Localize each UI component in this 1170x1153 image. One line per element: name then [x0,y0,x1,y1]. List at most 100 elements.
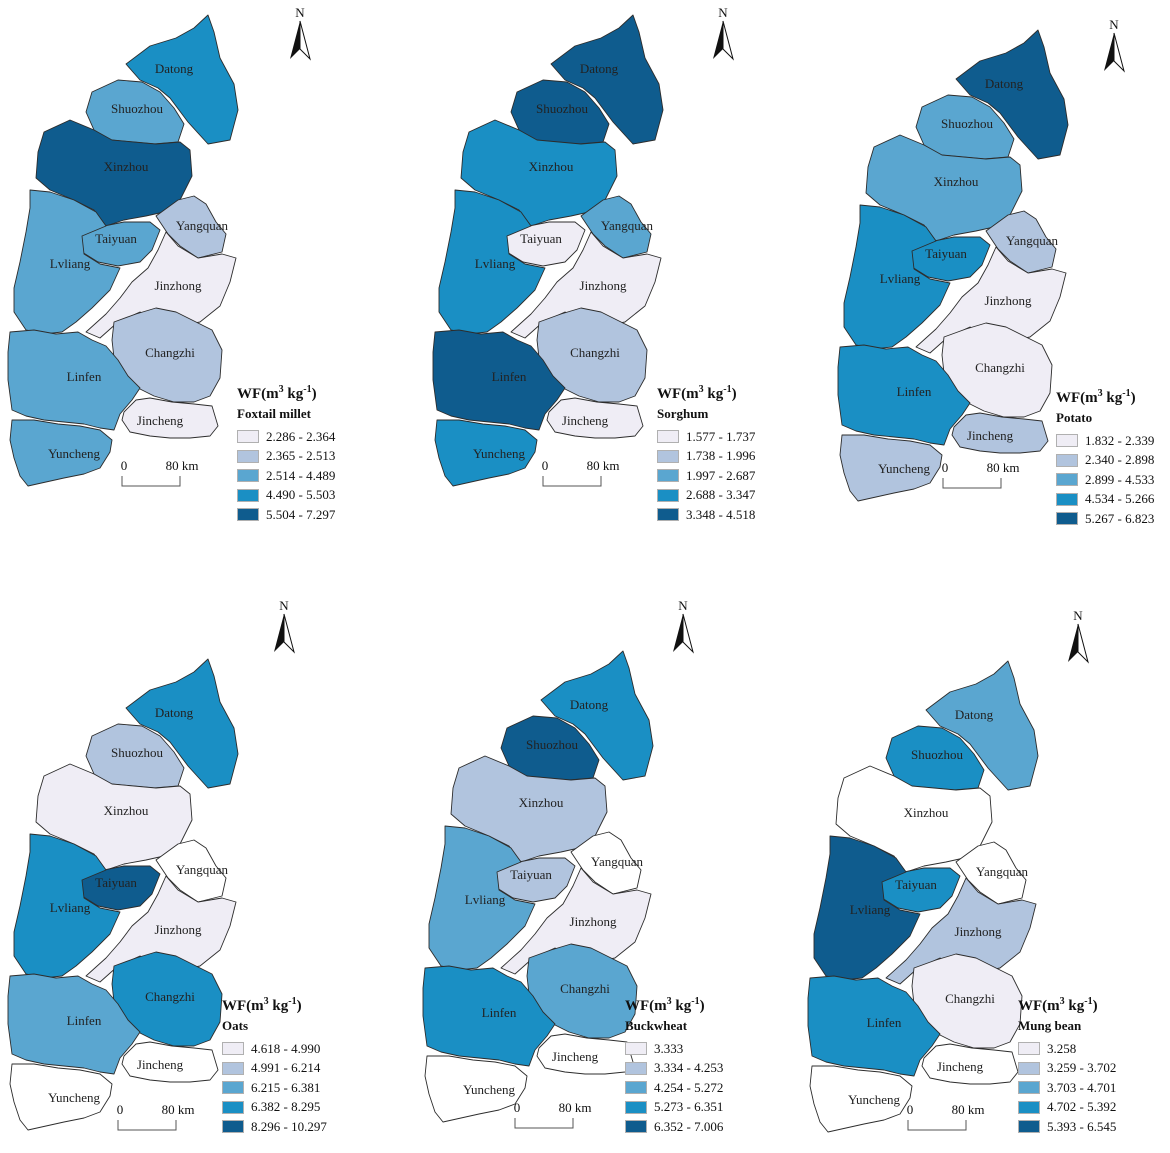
choropleth-map: Datong Shuozhou Xinzhou Yangquan Taiyuan Lvli… [807,608,1089,1133]
city-label-xinzhou: Xinzhou [519,795,564,810]
north-label: N [295,5,305,20]
map-panel-mung-bean: Datong Shuozhou Xinzhou Yangquan Taiyuan Lvli… [800,576,1170,1152]
region-linfen [7,973,141,1075]
legend-swatch [1056,434,1078,448]
legend-range-label: 6.215 - 6.381 [251,1079,321,1095]
legend-range-label: 3.258 [1047,1040,1077,1056]
scale-bar: 0 80 km [121,458,198,487]
legend-range-label: 3.703 - 4.701 [1047,1079,1117,1095]
legend-title: WF(m3 kg-1) [1056,388,1136,406]
city-label-taiyuan: Taiyuan [95,231,137,246]
legend-range-label: 1.577 - 1.737 [686,428,756,444]
city-label-shuozhou: Shuozhou [526,737,579,752]
city-label-changzhi: Changzhi [145,989,195,1004]
region-yuncheng [424,1055,528,1123]
legend-swatch [222,1042,244,1056]
map-panel-oats: Datong Shuozhou Xinzhou Yangquan Taiyuan Lvli… [0,576,390,1152]
city-label-datong: Datong [580,61,619,76]
north-arrow-icon: N [713,5,734,61]
city-label-yuncheng: Yuncheng [848,1092,900,1107]
legend-range-label: 3.334 - 4.253 [654,1060,724,1076]
legend-item: 2.365 - 2.513 [237,447,335,467]
scale-distance-label: 80 km [587,458,620,473]
legend-crop-name: Potato [1056,410,1093,425]
scale-zero-label: 0 [542,458,549,473]
city-label-yuncheng: Yuncheng [473,446,525,461]
legend-item: 3.334 - 4.253 [625,1059,723,1079]
legend-title: WF(m3 kg-1) [222,996,302,1014]
scale-bar: 0 80 km [117,1102,195,1131]
region-yuncheng [434,419,538,487]
legend-item: 4.618 - 4.990 [222,1039,327,1059]
choropleth-map: Datong Shuozhou Xinzhou Yangquan Taiyuan Lvli… [837,17,1125,502]
north-label: N [1073,608,1083,623]
north-arrow-icon: N [1104,17,1125,73]
legend-item: 2.340 - 2.898 [1056,451,1154,471]
city-label-xinzhou: Xinzhou [104,159,149,174]
choropleth-map: Datong Shuozhou Xinzhou Yangquan Taiyuan Lvli… [422,598,694,1129]
city-label-yuncheng: Yuncheng [48,446,100,461]
map-panel-foxtail-millet: Datong Shuozhou Xinzhou Yangquan Taiyuan Lvli… [0,0,390,576]
city-label-linfen: Linfen [482,1005,517,1020]
scale-bar: 0 80 km [542,458,620,487]
city-label-xinzhou: Xinzhou [104,803,149,818]
city-label-yangquan: Yangquan [976,864,1029,879]
legend-item: 4.702 - 5.392 [1018,1098,1116,1118]
legend: WF(m3 kg-1) Sorghum 1.577 - 1.737 1.738 - 1… [657,384,755,525]
north-label: N [718,5,728,20]
legend-item: 4.490 - 5.503 [237,486,335,506]
legend-title: WF(m3 kg-1) [237,384,317,402]
region-yuncheng [809,1065,913,1133]
region-taiyuan [77,221,161,267]
scale-zero-label: 0 [907,1102,914,1117]
city-label-xinzhou: Xinzhou [529,159,574,174]
legend-range-label: 2.688 - 3.347 [686,487,756,503]
city-label-taiyuan: Taiyuan [510,867,552,882]
region-jincheng [121,1041,219,1083]
region-datong [540,650,654,781]
region-yangquan [570,831,642,895]
scale-distance-label: 80 km [162,1102,195,1117]
legend-range-label: 6.382 - 8.295 [251,1099,321,1115]
legend-swatch [237,469,259,483]
legend-range-label: 2.899 - 4.533 [1085,471,1155,487]
legend-item: 3.348 - 4.518 [657,505,755,525]
region-yuncheng [9,419,113,487]
legend-swatch [1018,1120,1040,1134]
legend-swatch [1018,1061,1040,1075]
legend-range-label: 3.348 - 4.518 [686,506,756,522]
region-yangquan [580,195,652,259]
city-label-changzhi: Changzhi [945,991,995,1006]
legend-item: 1.832 - 2.339 [1056,431,1154,451]
city-label-shuozhou: Shuozhou [111,745,164,760]
city-label-lvliang: Lvliang [50,256,91,271]
city-label-jincheng: Jincheng [552,1049,599,1064]
legend-item: 6.352 - 7.006 [625,1117,723,1137]
city-label-changzhi: Changzhi [145,345,195,360]
city-label-yangquan: Yangquan [1006,233,1059,248]
legend: WF(m3 kg-1) Buckwheat 3.333 3.334 - 4.253 4.… [625,996,723,1137]
region-lvliang [428,825,536,971]
legend-swatch [1056,453,1078,467]
legend-range-label: 2.365 - 2.513 [266,448,336,464]
region-lvliang [13,833,121,979]
legend-crop-name: Foxtail millet [237,406,312,421]
region-datong [125,14,239,145]
scale-zero-label: 0 [121,458,128,473]
region-lvliang [13,189,121,335]
legend-range-label: 8.296 - 10.297 [251,1118,327,1134]
city-label-jincheng: Jincheng [967,428,1014,443]
legend-swatch [625,1100,647,1114]
legend-crop-name: Buckwheat [625,1018,688,1033]
legend-item: 1.577 - 1.737 [657,427,755,447]
legend-swatch [1056,473,1078,487]
choropleth-map: Datong Shuozhou Xinzhou Yangquan Taiyuan Lvli… [7,5,311,487]
scale-zero-label: 0 [514,1100,521,1115]
legend-item: 3.333 [625,1039,723,1059]
legend-title: WF(m3 kg-1) [625,996,705,1014]
legend-swatch [625,1061,647,1075]
legend-swatch [1056,492,1078,506]
legend: WF(m3 kg-1) Mung bean 3.258 3.259 - 3.702 3.… [1018,996,1116,1137]
north-arrow-icon: N [274,598,295,654]
legend-item: 3.259 - 3.702 [1018,1059,1116,1079]
